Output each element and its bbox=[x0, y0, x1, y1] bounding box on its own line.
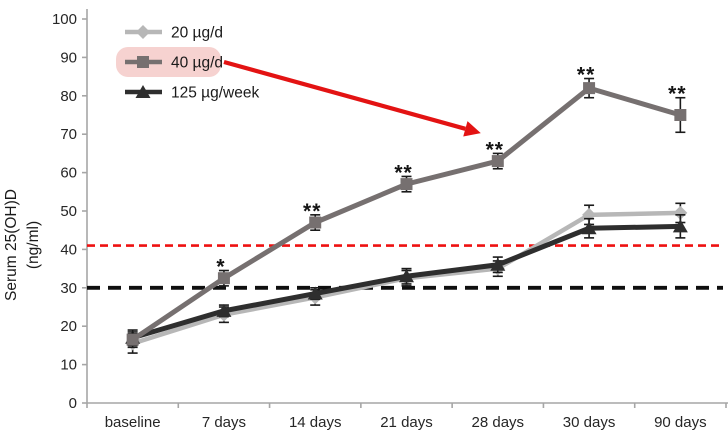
y-tick-label: 60 bbox=[60, 165, 77, 182]
significance-label: * bbox=[216, 256, 225, 279]
x-tick-label: 90 days bbox=[654, 414, 707, 431]
marker-square bbox=[674, 109, 687, 121]
y-axis-title-line2: (ng/ml) bbox=[25, 221, 42, 269]
marker-triangle bbox=[135, 85, 151, 98]
marker-triangle bbox=[490, 257, 506, 271]
annotation-arrow-head bbox=[463, 121, 481, 137]
legend-label: 125 µg/week bbox=[171, 85, 259, 102]
significance-label: ** bbox=[303, 200, 321, 223]
annotation-arrow-shaft bbox=[223, 59, 466, 131]
x-tick-label: 28 days bbox=[472, 414, 525, 431]
marker-diamond bbox=[673, 205, 688, 220]
x-tick-label: baseline bbox=[105, 414, 161, 431]
legend-item-40-ugd: 40 µg/d bbox=[125, 55, 223, 72]
marker-diamond bbox=[136, 25, 150, 39]
marker-square bbox=[400, 178, 413, 191]
marker-square bbox=[309, 216, 322, 229]
x-tick-label: 30 days bbox=[563, 414, 616, 431]
legend-label: 20 µg/d bbox=[171, 25, 223, 42]
legend-label: 40 µg/d bbox=[171, 55, 223, 72]
marker-square bbox=[217, 272, 230, 285]
significance-label: ** bbox=[668, 83, 686, 106]
significance-label: ** bbox=[394, 161, 412, 184]
significance-label: ** bbox=[486, 138, 504, 161]
y-tick-label: 50 bbox=[60, 203, 77, 220]
annotation-arrow bbox=[223, 59, 481, 137]
significance-label: ** bbox=[577, 64, 595, 87]
marker-triangle bbox=[581, 221, 597, 235]
y-tick-label: 0 bbox=[69, 395, 77, 412]
series-40-ugd: *********** bbox=[126, 64, 687, 349]
y-tick-label: 20 bbox=[60, 318, 77, 335]
x-tick-label: 7 days bbox=[202, 414, 246, 431]
marker-square bbox=[126, 333, 139, 346]
y-tick-label: 10 bbox=[60, 357, 77, 374]
y-tick-label: 30 bbox=[60, 280, 77, 297]
marker-triangle bbox=[216, 303, 232, 317]
y-tick-label: 80 bbox=[60, 88, 77, 105]
legend-item-20-ugd: 20 µg/d bbox=[125, 25, 223, 42]
marker-triangle bbox=[672, 219, 688, 233]
y-tick-label: 70 bbox=[60, 126, 77, 143]
marker-triangle bbox=[307, 286, 323, 300]
series-125-ugweek bbox=[125, 214, 688, 347]
y-tick-label: 90 bbox=[60, 49, 77, 66]
y-tick-label: 100 bbox=[52, 11, 77, 28]
y-axis-title-line1: Serum 25(OH)D bbox=[3, 189, 20, 301]
x-tick-label: 21 days bbox=[380, 414, 433, 431]
marker-square bbox=[137, 56, 149, 68]
marker-triangle bbox=[399, 269, 414, 283]
x-tick-label: 14 days bbox=[289, 414, 342, 431]
legend-item-125-ugweek: 125 µg/week bbox=[125, 85, 259, 102]
marker-square bbox=[583, 82, 596, 95]
legend-highlight bbox=[116, 47, 221, 77]
marker-square bbox=[491, 155, 504, 168]
y-tick-label: 40 bbox=[60, 241, 77, 258]
